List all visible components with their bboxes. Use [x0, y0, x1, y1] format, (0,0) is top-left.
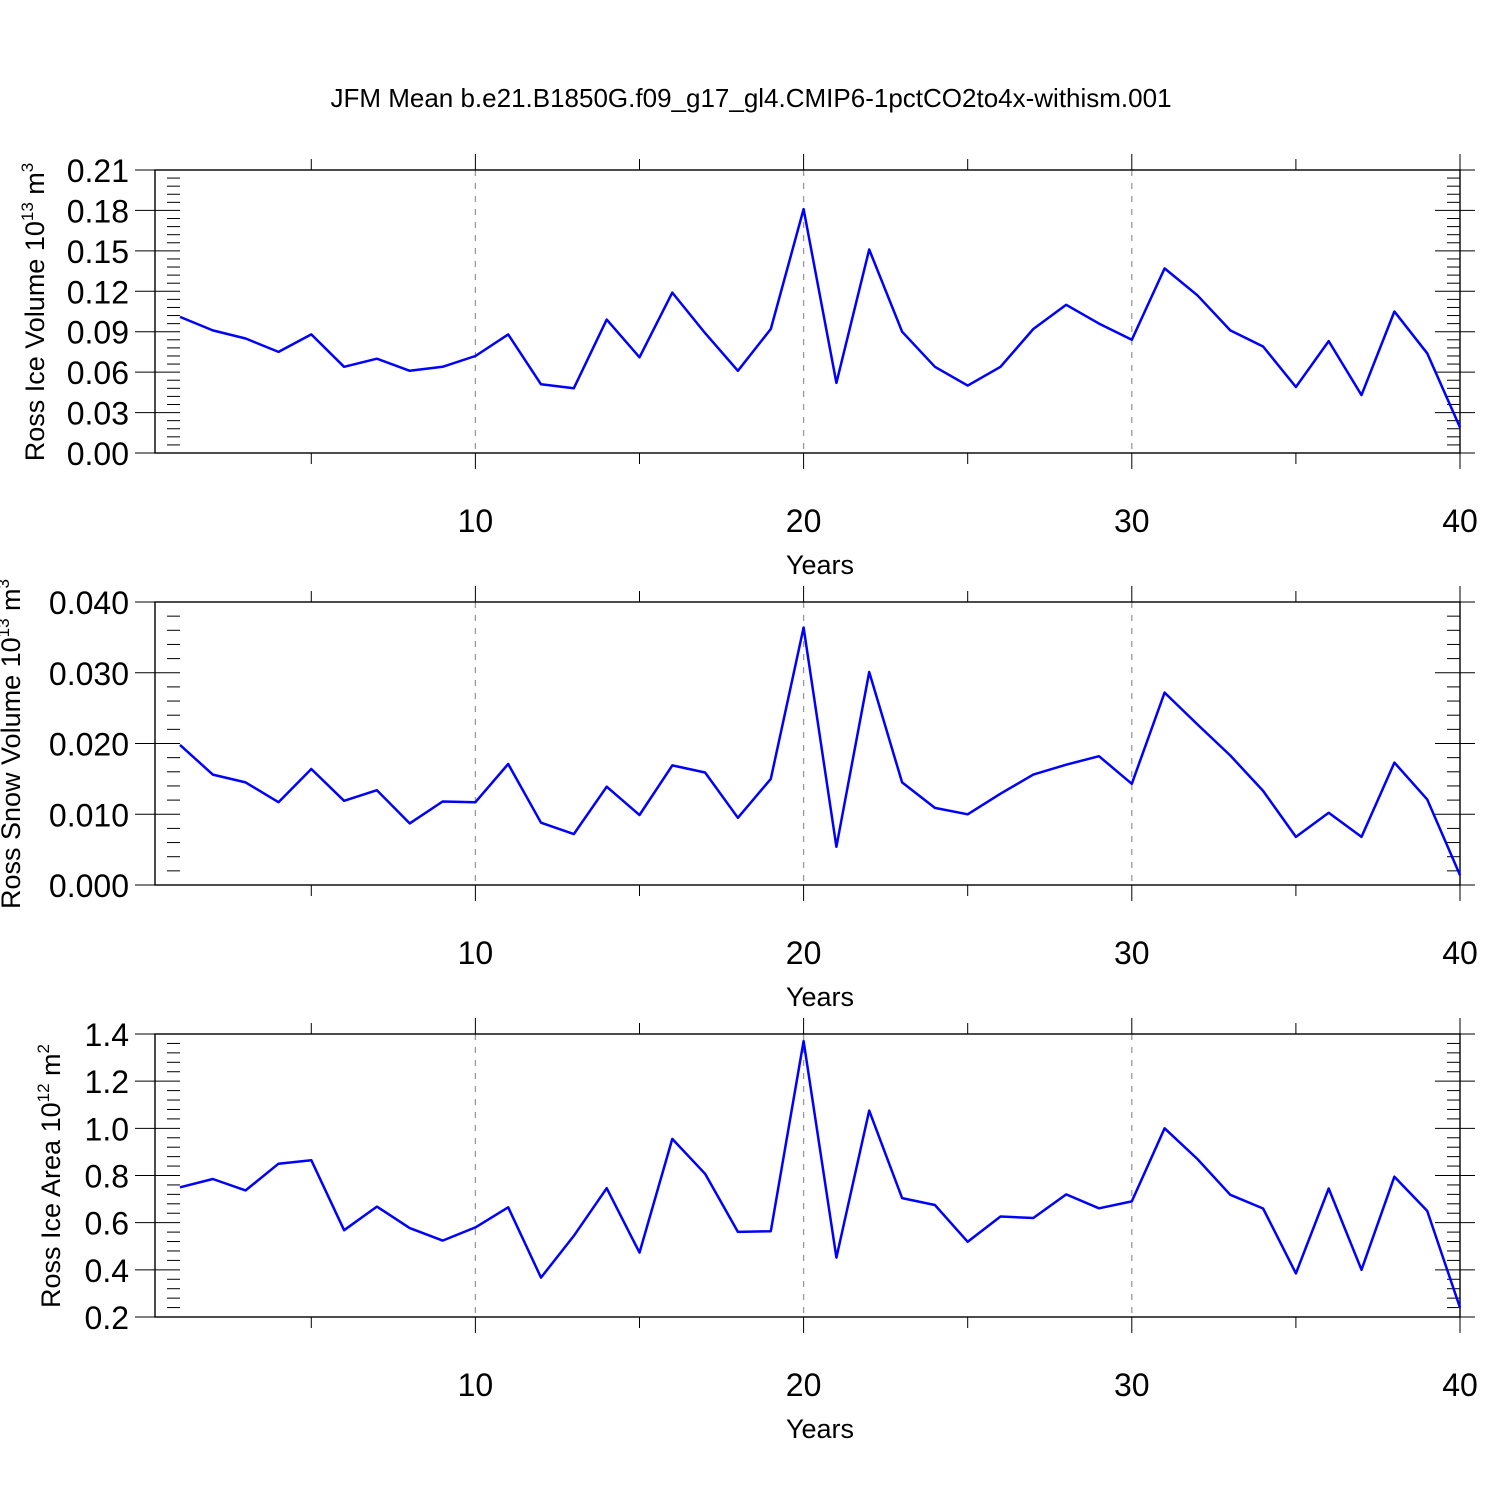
plot-frame: [154, 1033, 1461, 1318]
x-tick-label: 10: [458, 503, 494, 539]
x-axis-title: Years: [786, 1414, 854, 1444]
x-tick-label: 40: [1442, 503, 1478, 539]
ice-area-panel: Ross Ice Area 1012 m2 Years 0.2 0.4 0.6 0.8…: [34, 1017, 1478, 1444]
x-axis-title: Years: [786, 550, 854, 580]
y-tick-label: 0.000: [49, 868, 129, 904]
y-tick-label: 0.6: [85, 1206, 129, 1242]
y-tick-label: 0.040: [49, 585, 129, 621]
series-line: [179, 207, 1462, 428]
plot-frame: [154, 601, 1461, 886]
series-line: [179, 626, 1462, 876]
y-tick-label: 0.2: [85, 1300, 129, 1336]
y-tick-label: 1.2: [85, 1064, 129, 1100]
y-tick-label: 0.03: [67, 396, 129, 432]
y-axis-title: Ross Ice Volume 1013 m3: [18, 163, 50, 462]
y-tick-label: 1.0: [85, 1111, 129, 1147]
y-tick-label: 0.030: [49, 656, 129, 692]
y-tick-label: 0.12: [67, 274, 129, 310]
x-tick-label: 30: [1114, 503, 1150, 539]
x-tick-label: 30: [1114, 935, 1150, 971]
y-tick-label: 0.09: [67, 315, 129, 351]
plot-frame: [154, 169, 1461, 454]
x-tick-label: 40: [1442, 935, 1478, 971]
x-axis-title: Years: [786, 982, 854, 1012]
y-tick-label: 0.8: [85, 1159, 129, 1195]
series-line: [179, 1039, 1462, 1309]
x-tick-label: 20: [786, 935, 822, 971]
y-tick-label: 0.15: [67, 234, 129, 270]
y-tick-label: 0.18: [67, 193, 129, 229]
x-tick-label: 30: [1114, 1367, 1150, 1403]
x-tick-label: 40: [1442, 1367, 1478, 1403]
y-axis-title: Ross Snow Volume 1013 m3: [0, 579, 26, 909]
x-tick-label: 10: [458, 935, 494, 971]
figure-title: JFM Mean b.e21.B1850G.f09_g17_gl4.CMIP6-…: [330, 83, 1171, 113]
ice-volume-panel: Ross Ice Volume 1013 m3 Years 0.00 0.03 0.…: [18, 153, 1478, 580]
y-axis-title: Ross Ice Area 1012 m2: [34, 1044, 66, 1308]
x-tick-label: 10: [458, 1367, 494, 1403]
y-tick-label: 0.21: [67, 153, 129, 189]
y-tick-label: 0.06: [67, 355, 129, 391]
y-tick-label: 1.4: [85, 1017, 129, 1053]
y-tick-label: 0.020: [49, 727, 129, 763]
snow-volume-panel: Ross Snow Volume 1013 m3 Years 0.000 0.01…: [0, 579, 1478, 1012]
y-tick-label: 0.010: [49, 797, 129, 833]
x-tick-label: 20: [786, 503, 822, 539]
y-tick-label: 0.00: [67, 436, 129, 472]
y-tick-label: 0.4: [85, 1253, 129, 1289]
x-tick-label: 20: [786, 1367, 822, 1403]
